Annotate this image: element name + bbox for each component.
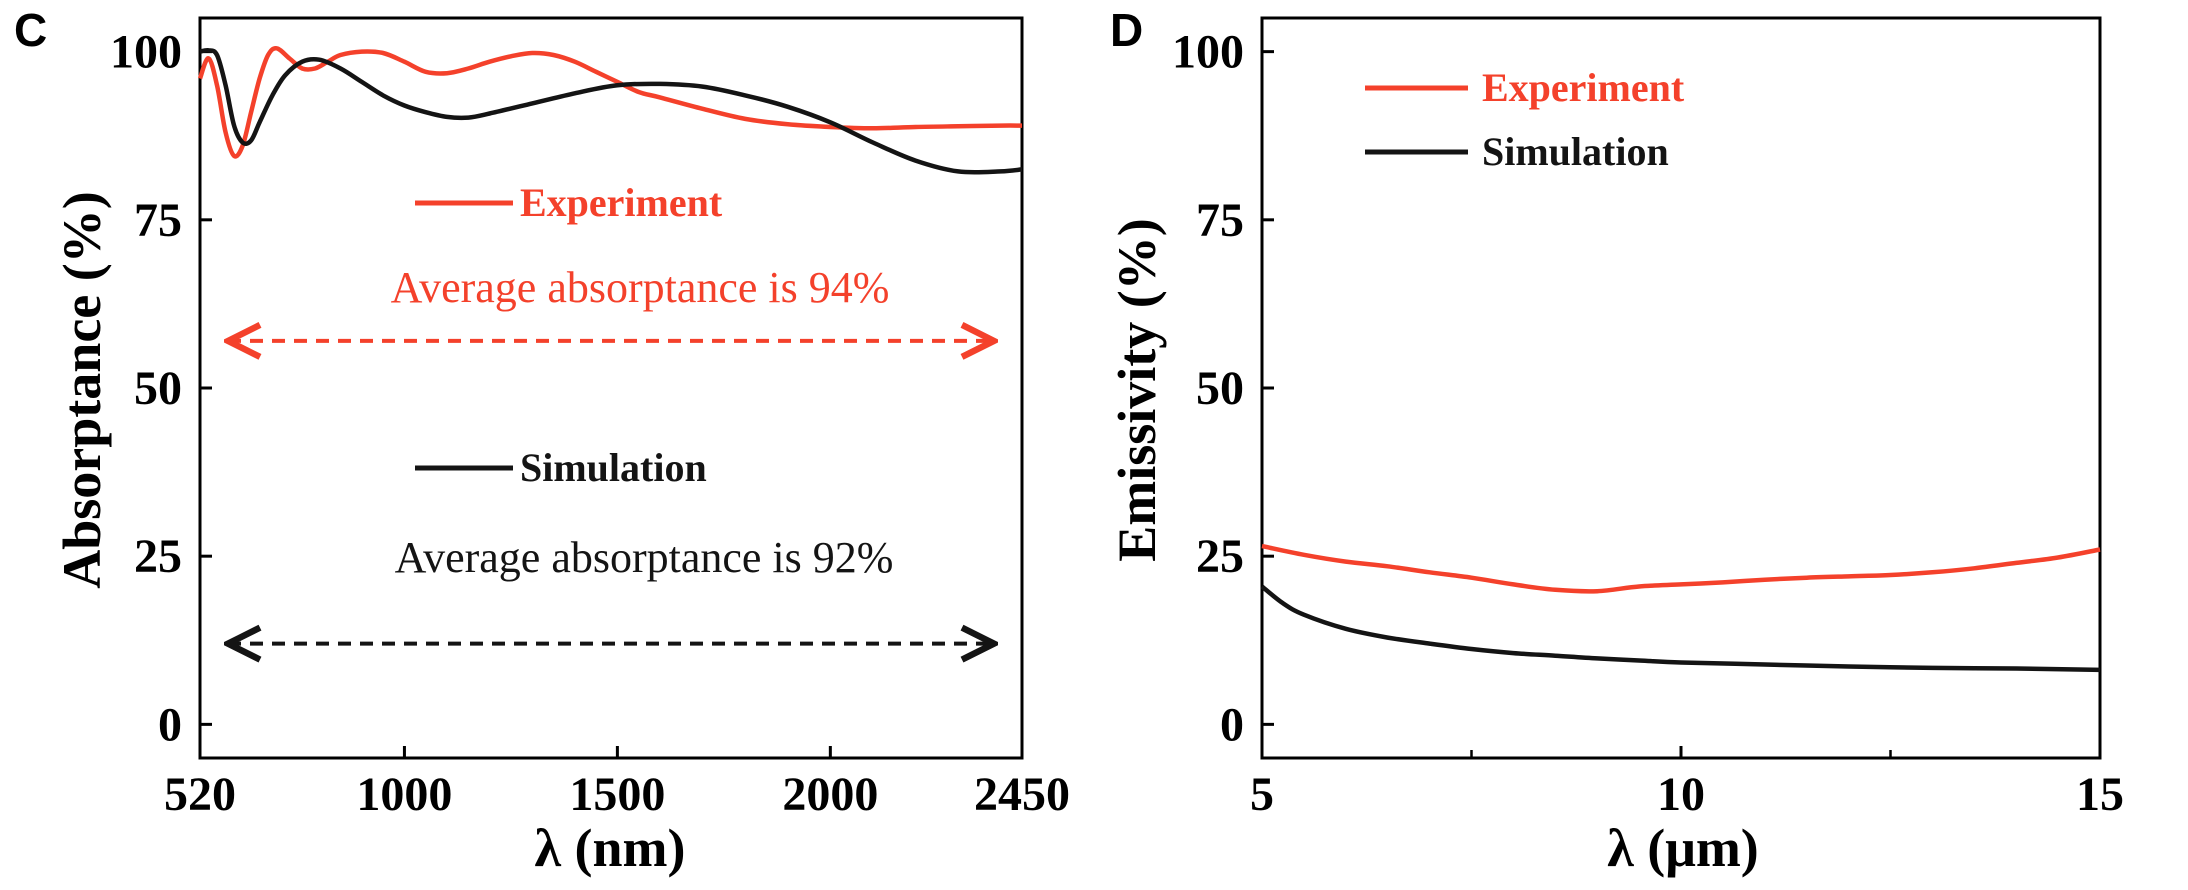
panel-d-emissivity-chart: D 5 10 15 0 25 50 75 100 Experiment Simulation… bbox=[1107, 4, 2124, 878]
y-tick-label: 0 bbox=[158, 698, 182, 751]
series-line-experiment bbox=[197, 45, 1023, 159]
panel-d-legend-simulation: Simulation bbox=[1365, 129, 1669, 174]
y-tick-label: 75 bbox=[134, 194, 182, 247]
y-tick-label: 0 bbox=[1220, 698, 1244, 751]
legend-label-experiment: Experiment bbox=[1482, 65, 1685, 110]
panel-d-x-axis: 5 10 15 bbox=[1250, 746, 2124, 821]
x-tick-label: 5 bbox=[1250, 768, 1274, 821]
legend-label-simulation: Simulation bbox=[520, 445, 707, 490]
x-tick-label: 15 bbox=[2076, 768, 2124, 821]
y-tick-label: 25 bbox=[134, 530, 182, 583]
panel-c-y-axis: 0 25 50 75 100 bbox=[110, 26, 212, 751]
panel-c-series-lines bbox=[197, 45, 1023, 175]
x-tick-label: 2450 bbox=[974, 768, 1070, 821]
panel-d-y-axis: 0 25 50 75 100 bbox=[1172, 26, 1274, 751]
panel-c-label: C bbox=[14, 4, 47, 56]
series-line-simulation bbox=[199, 47, 1023, 175]
y-tick-label: 25 bbox=[1196, 530, 1244, 583]
annotation-experiment-average: Average absorptance is 94% bbox=[391, 263, 890, 312]
x-tick-label: 1000 bbox=[356, 768, 452, 821]
y-tick-label: 100 bbox=[1172, 26, 1244, 79]
panel-d-label: D bbox=[1110, 4, 1143, 56]
panel-d-y-axis-title: Emissivity (%) bbox=[1107, 218, 1167, 562]
panel-c-legend-simulation: Simulation bbox=[415, 445, 707, 490]
y-tick-label: 50 bbox=[1196, 362, 1244, 415]
legend-label-simulation: Simulation bbox=[1482, 129, 1669, 174]
panel-c-x-axis-title: λ (nm) bbox=[534, 818, 685, 878]
legend-label-experiment: Experiment bbox=[520, 180, 723, 225]
x-tick-label: 1500 bbox=[569, 768, 665, 821]
x-tick-label: 2000 bbox=[782, 768, 878, 821]
y-tick-label: 100 bbox=[110, 26, 182, 79]
panel-c-absorptance-chart: C 520 1000 1500 2000 2450 0 25 50 75 100 Experim… bbox=[14, 4, 1070, 878]
panel-d-series-lines bbox=[1260, 543, 2101, 673]
panel-d-plot-frame bbox=[1260, 16, 2102, 760]
y-tick-label: 50 bbox=[134, 362, 182, 415]
series-line-experiment bbox=[1261, 543, 2101, 594]
panel-c-x-axis: 520 1000 1500 2000 2450 bbox=[164, 746, 1070, 821]
panel-c-y-axis-title: Absorptance (%) bbox=[52, 191, 112, 588]
y-tick-label: 75 bbox=[1196, 194, 1244, 247]
x-tick-label: 10 bbox=[1657, 768, 1705, 821]
panel-d-legend-experiment: Experiment bbox=[1365, 65, 1685, 110]
x-tick-label: 520 bbox=[164, 768, 236, 821]
panel-d-x-axis-title: λ (μm) bbox=[1607, 818, 1759, 878]
panel-c-legend-experiment: Experiment bbox=[415, 180, 723, 225]
series-line-simulation bbox=[1260, 584, 2101, 673]
annotation-simulation-average: Average absorptance is 92% bbox=[395, 533, 894, 582]
